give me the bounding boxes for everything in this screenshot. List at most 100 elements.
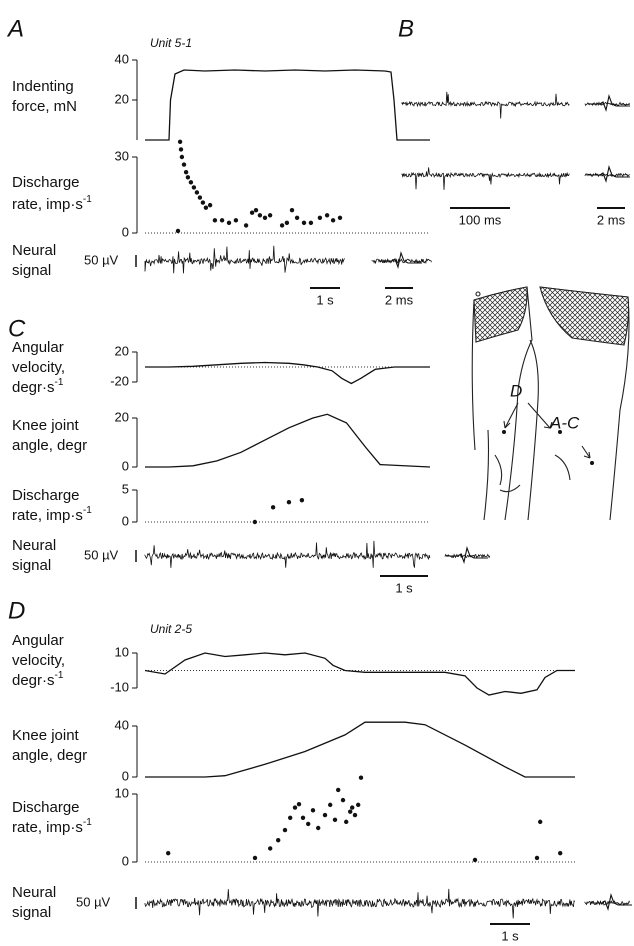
discharge-dot: [176, 229, 180, 233]
panel-letter: B: [398, 15, 414, 42]
y-tick-label: 40: [115, 717, 129, 732]
y-tick-label: -10: [110, 679, 129, 694]
y-tick-label: 0: [122, 458, 129, 473]
axis-label-line: rate, imp·s: [12, 819, 83, 836]
discharge-dot: [309, 221, 313, 225]
discharge-dot: [192, 185, 196, 189]
axis-label: Discharge: [12, 174, 80, 191]
discharge-dot: [350, 805, 354, 809]
axis-label-sup: -1: [83, 505, 92, 516]
discharge-dot: [268, 846, 272, 850]
panel-letter: D: [8, 597, 25, 624]
discharge-dot: [311, 808, 315, 812]
axis-label: Indenting: [12, 78, 74, 95]
discharge-dot: [356, 803, 360, 807]
discharge-dot: [227, 221, 231, 225]
axis-label: Neural: [12, 884, 56, 901]
discharge-dot: [184, 170, 188, 174]
axis-label: force, mN: [12, 98, 77, 115]
discharge-dot: [558, 851, 562, 855]
y-tick-label: 10: [115, 644, 129, 659]
discharge-dot: [297, 802, 301, 806]
unit-label: Unit 5-1: [150, 36, 192, 50]
discharge-dot: [234, 218, 238, 222]
axis-label-sup: -1: [83, 194, 92, 205]
scale-label: 50 µV: [84, 252, 119, 267]
scale-label: 2 ms: [597, 212, 626, 227]
scale-label: 2 ms: [385, 292, 414, 307]
axis-label: rate, imp·s-1: [12, 505, 92, 524]
axis-label: Angular: [12, 339, 64, 356]
axis-label-sup: -1: [55, 670, 64, 681]
discharge-dot: [195, 190, 199, 194]
y-tick-label: 30: [115, 148, 129, 163]
axis-label-line: Discharge: [12, 799, 80, 816]
axis-label-line: Indenting: [12, 78, 74, 95]
discharge-dot: [189, 180, 193, 184]
y-tick-label: 0: [122, 853, 129, 868]
discharge-dot: [186, 175, 190, 179]
discharge-dot: [280, 223, 284, 227]
discharge-dot: [258, 213, 262, 217]
y-tick-label: 0: [122, 768, 129, 783]
site-dot: [590, 461, 594, 465]
y-tick-label: 40: [115, 51, 129, 66]
axis-label: degr·s-1: [12, 670, 64, 689]
axis-label-line: Angular: [12, 632, 64, 649]
discharge-dot: [288, 816, 292, 820]
axis-label-line: signal: [12, 262, 51, 279]
scale-label: 1 s: [316, 292, 334, 307]
y-tick-label: 0: [122, 513, 129, 528]
scale-label: 50 µV: [84, 547, 119, 562]
axis-label-line: degr·s: [12, 379, 55, 396]
axis-label-line: degr·s: [12, 672, 55, 689]
discharge-dot: [316, 826, 320, 830]
axis-label-line: rate, imp·s: [12, 507, 83, 524]
axis-label: degr·s-1: [12, 377, 64, 396]
axis-label-line: force, mN: [12, 98, 77, 115]
discharge-dot: [338, 216, 342, 220]
discharge-dot: [344, 820, 348, 824]
y-tick-label: -20: [110, 373, 129, 388]
discharge-dot: [285, 221, 289, 225]
site-label: D: [510, 381, 522, 400]
neural-trace: [145, 246, 345, 274]
axis-label: Discharge: [12, 487, 80, 504]
discharge-dot: [276, 838, 280, 842]
neural-trace: [402, 92, 569, 119]
axis-label-line: Discharge: [12, 174, 80, 191]
axis-label-line: rate, imp·s: [12, 196, 83, 213]
axis-label-line: Neural: [12, 884, 56, 901]
discharge-dot: [535, 856, 539, 860]
discharge-dot: [213, 218, 217, 222]
axis-label: signal: [12, 904, 51, 921]
discharge-dot: [250, 211, 254, 215]
discharge-dot: [253, 520, 257, 524]
discharge-dot: [325, 213, 329, 217]
spike-shape: [446, 548, 488, 562]
discharge-dot: [538, 820, 542, 824]
axis-label: rate, imp·s-1: [12, 817, 92, 836]
discharge-dot: [263, 216, 267, 220]
discharge-dot: [323, 813, 327, 817]
discharge-dot: [287, 500, 291, 504]
axis-label-line: signal: [12, 904, 51, 921]
site-label: A-C: [549, 413, 580, 432]
scale-label: 50 µV: [76, 894, 111, 909]
axis-label-line: angle, degr: [12, 437, 87, 454]
discharge-dot: [198, 195, 202, 199]
axis-label-line: signal: [12, 557, 51, 574]
axis-label: velocity,: [12, 652, 65, 669]
axis-label: Angular: [12, 632, 64, 649]
y-tick-label: 5: [122, 481, 129, 496]
discharge-dot: [271, 505, 275, 509]
discharge-dot: [359, 775, 363, 779]
discharge-dot: [290, 208, 294, 212]
discharge-dot: [166, 851, 170, 855]
axis-label: Discharge: [12, 799, 80, 816]
axis-label: velocity,: [12, 359, 65, 376]
discharge-dot: [295, 216, 299, 220]
y-tick-label: 20: [115, 409, 129, 424]
axis-label: signal: [12, 262, 51, 279]
discharge-dot: [306, 822, 310, 826]
